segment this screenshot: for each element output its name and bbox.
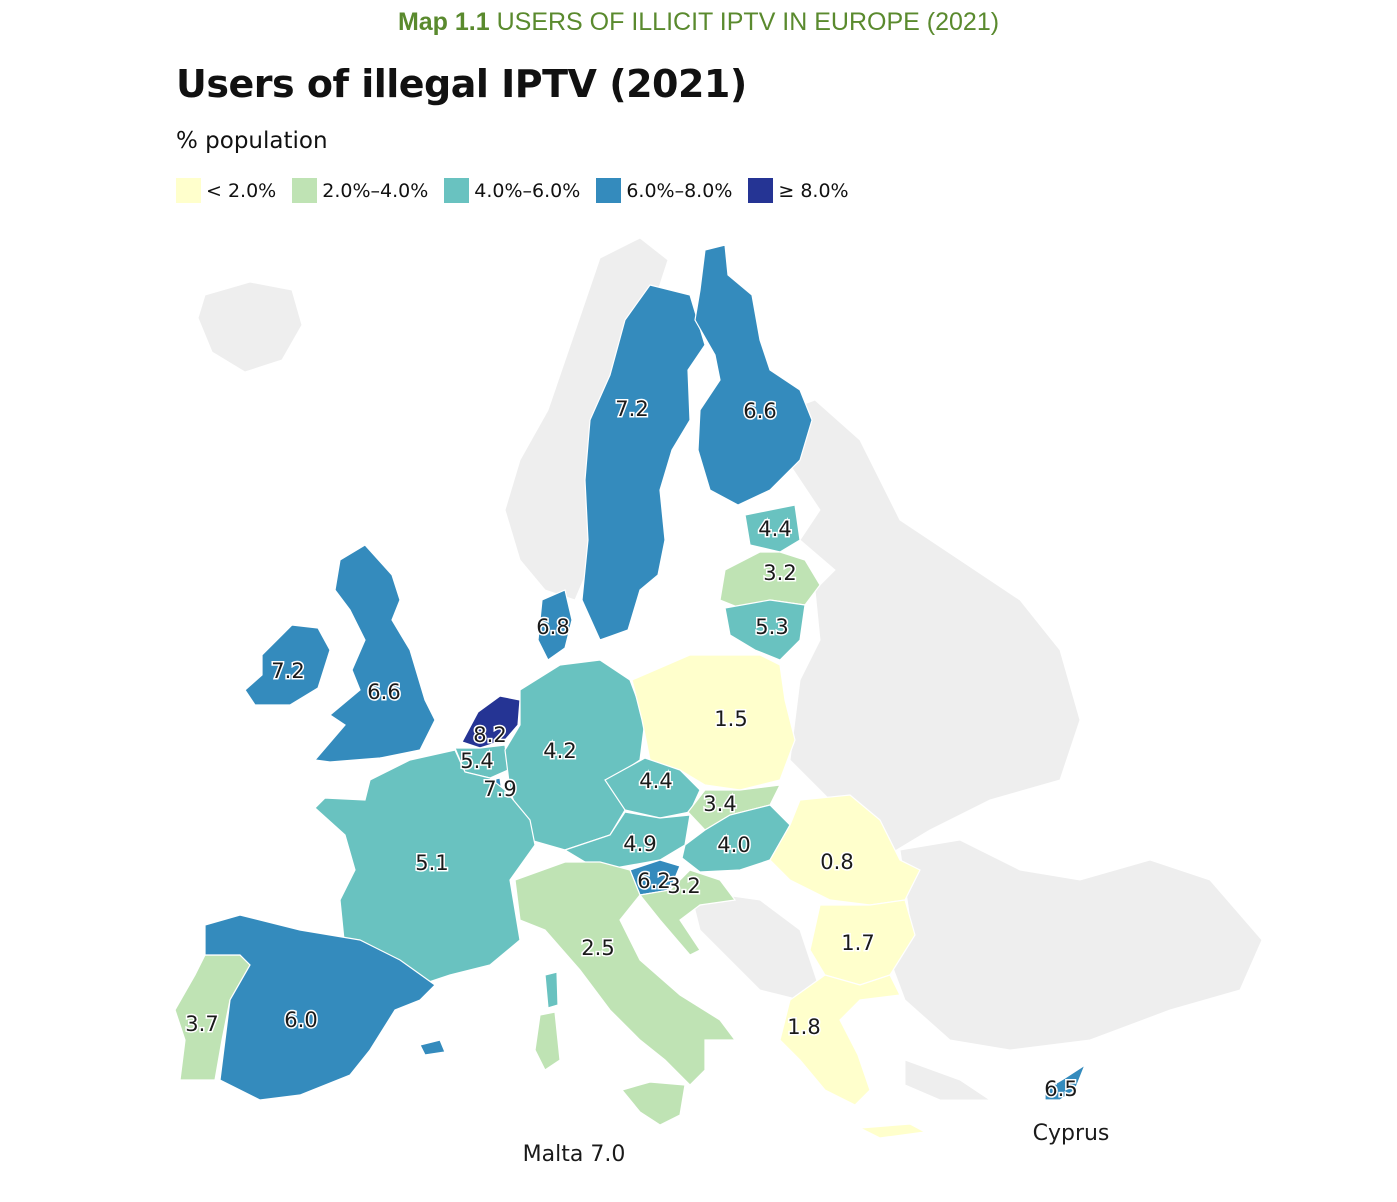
region-estonia[interactable]: [744, 504, 801, 553]
region-sardinia[interactable]: [534, 1011, 561, 1071]
value-label-lithuania: 5.3: [755, 615, 788, 639]
region-uk[interactable]: [313, 544, 436, 763]
cyprus-name-label: Cyprus: [1033, 1121, 1110, 1146]
value-label-austria: 4.9: [623, 832, 656, 856]
legend-label: < 2.0%: [206, 179, 277, 202]
value-label-ireland: 7.2: [271, 659, 304, 683]
region-czechia[interactable]: [604, 757, 701, 819]
map-subtitle: % population: [176, 128, 328, 154]
value-label-sweden: 7.2: [615, 397, 648, 421]
value-label-cyprus: 6.5: [1044, 1077, 1077, 1101]
region-italy[interactable]: [514, 861, 737, 1086]
legend-item: < 2.0%: [176, 178, 276, 203]
value-label-latvia: 3.2: [763, 561, 796, 585]
value-label-finland: 6.6: [743, 399, 776, 423]
legend-item: 2.0%–4.0%: [292, 178, 428, 203]
value-label-luxembourg: 7.9: [483, 777, 516, 801]
legend-swatch: [176, 178, 201, 203]
value-label-bulgaria: 1.7: [841, 931, 874, 955]
legend-item: 4.0%–6.0%: [444, 178, 580, 203]
value-label-portugal: 3.7: [185, 1012, 218, 1036]
region-france[interactable]: [314, 749, 536, 986]
value-label-slovenia: 6.2: [637, 869, 670, 893]
region-cyprus[interactable]: [1044, 1063, 1087, 1101]
value-label-france: 5.1: [415, 851, 448, 875]
map-caption: Map 1.1 USERS OF ILLICIT IPTV IN EUROPE …: [0, 8, 1397, 37]
legend-label: 6.0%–8.0%: [626, 179, 733, 202]
legend-swatch: [292, 178, 318, 203]
region-netherlands[interactable]: [461, 695, 521, 749]
value-label-greece: 1.8: [787, 1015, 820, 1039]
eu-countries: [174, 244, 1087, 1139]
region-romania[interactable]: [769, 794, 921, 906]
region-finland[interactable]: [694, 244, 813, 506]
region-crete[interactable]: [857, 1123, 927, 1139]
legend-label: 4.0%–6.0%: [474, 179, 581, 202]
caption-text: USERS OF ILLICIT IPTV IN EUROPE (2021): [496, 8, 1000, 36]
caption-prefix: Map 1.1: [397, 8, 490, 36]
legend-label: ≥ 8.0%: [778, 179, 849, 202]
legend-swatch: [444, 178, 470, 203]
value-label-croatia: 3.2: [667, 874, 700, 898]
region-lithuania[interactable]: [724, 599, 806, 661]
legend: < 2.0% 2.0%–4.0% 4.0%–6.0% 6.0%–8.0% ≥ 8…: [176, 178, 865, 203]
region-denmark[interactable]: [537, 589, 573, 661]
legend-swatch: [748, 178, 774, 203]
value-label-slovakia: 3.4: [703, 792, 736, 816]
value-label-poland: 1.5: [714, 707, 747, 731]
malta-note-label: Malta 7.0: [523, 1142, 626, 1167]
value-label-hungary: 4.0: [717, 833, 750, 857]
region-ireland[interactable]: [244, 624, 331, 706]
value-label-spain: 6.0: [284, 1008, 317, 1032]
value-label-italy: 2.5: [581, 936, 614, 960]
region-croatia[interactable]: [638, 869, 737, 956]
region-value-labels: 7.2 6.6 4.4 3.2 5.3 6.8 7.2 6.6 8.2 5.4 …: [184, 396, 1110, 1168]
map-title: Users of illegal IPTV (2021): [176, 62, 747, 106]
value-label-denmark: 6.8: [536, 615, 569, 639]
region-greece[interactable]: [779, 974, 901, 1106]
region-corsica[interactable]: [544, 971, 559, 1009]
region-latvia[interactable]: [719, 551, 821, 609]
region-balearic[interactable]: [419, 1039, 446, 1056]
value-label-belgium: 5.4: [460, 749, 493, 773]
value-label-czechia: 4.4: [639, 769, 672, 793]
value-label-germany: 4.2: [543, 739, 576, 763]
legend-item: ≥ 8.0%: [748, 178, 849, 203]
legend-label: 2.0%–4.0%: [322, 179, 429, 202]
legend-item: 6.0%–8.0%: [596, 178, 732, 203]
value-label-estonia: 4.4: [758, 517, 791, 541]
region-sweden[interactable]: [581, 284, 706, 641]
region-spain[interactable]: [204, 914, 436, 1101]
value-label-romania: 0.8: [820, 850, 853, 874]
region-sicily[interactable]: [620, 1081, 686, 1126]
legend-swatch: [596, 178, 622, 203]
background-land: [197, 237, 1263, 1101]
value-label-uk: 6.6: [367, 680, 400, 704]
value-label-netherlands: 8.2: [473, 723, 506, 747]
